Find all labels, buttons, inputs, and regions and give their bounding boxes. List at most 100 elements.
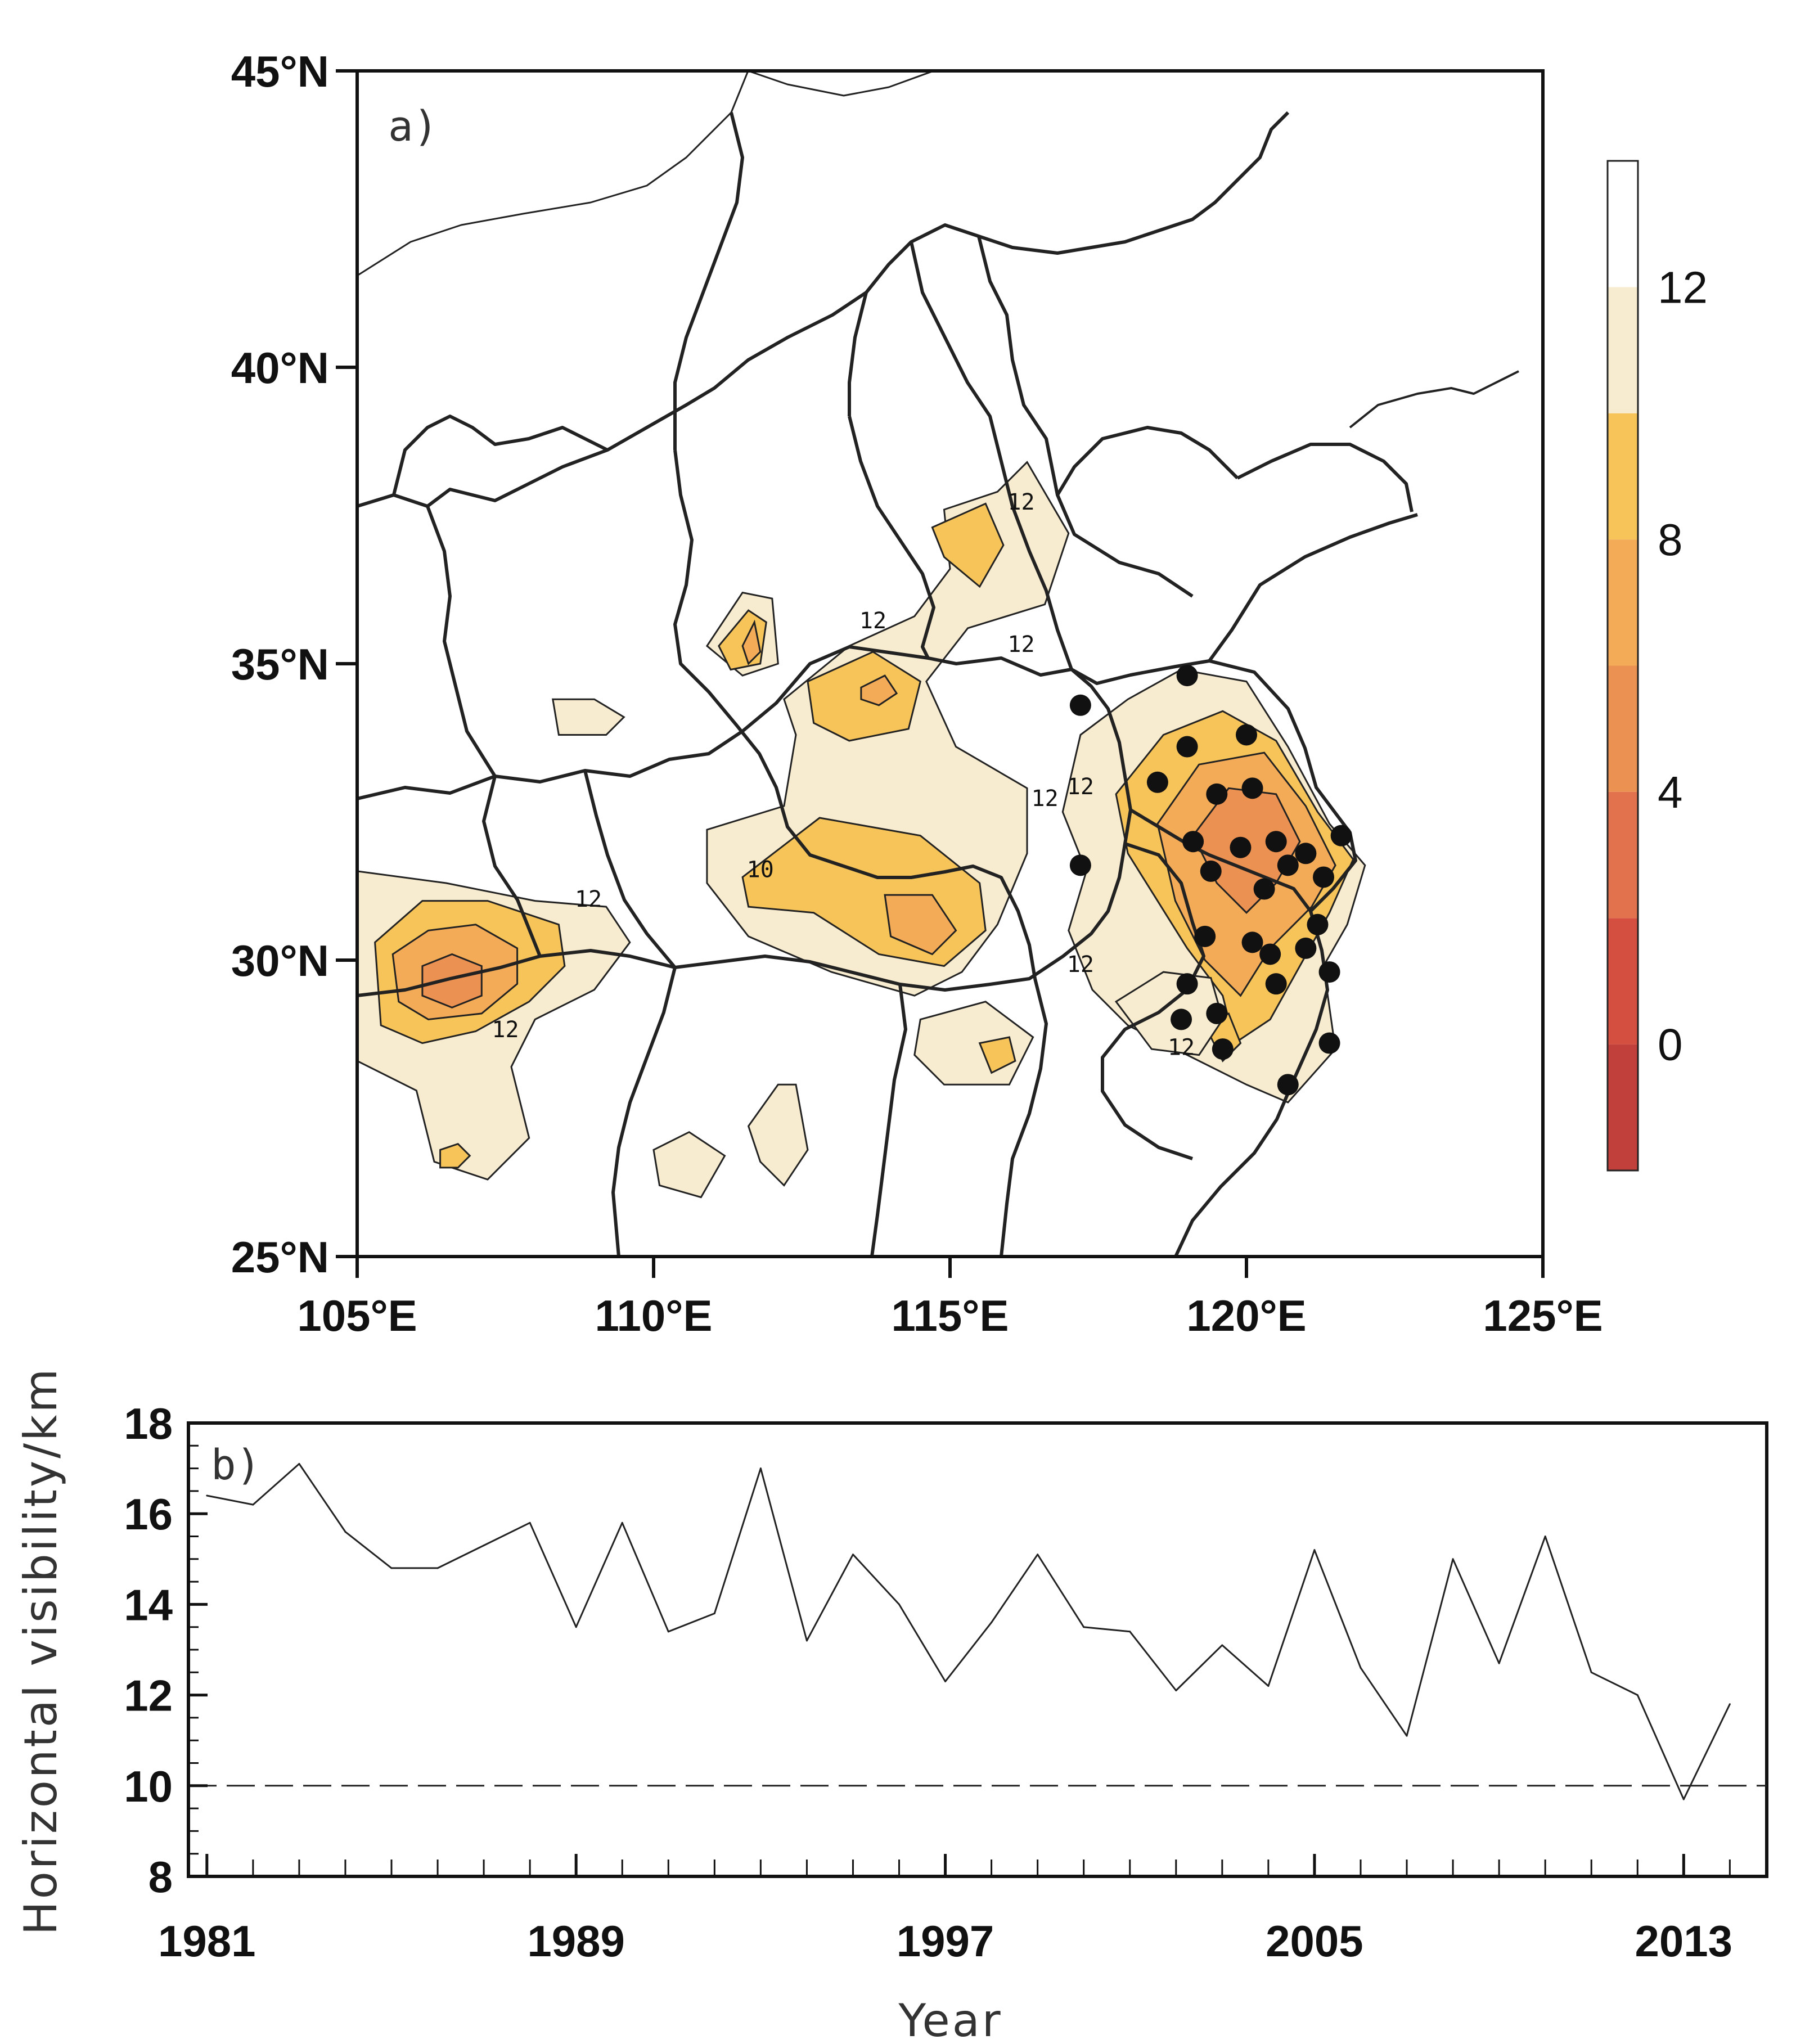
contour-label: 12 — [1067, 952, 1094, 978]
data-point — [759, 1467, 762, 1470]
data-point — [805, 1640, 808, 1642]
province-border — [1070, 668, 1312, 912]
data-point — [390, 1567, 393, 1569]
x-axis: 1981 1989 1997 2005 2013 — [158, 1854, 1732, 1966]
data-point — [944, 1680, 947, 1682]
plot-frame — [187, 1421, 1768, 1878]
y-tick-label: 45°N — [231, 47, 329, 96]
map-y-axis: 25°N 30°N 35°N 40°N 45°N — [231, 47, 357, 1282]
visibility-contour-fills — [357, 461, 1366, 1199]
data-point — [1037, 1554, 1039, 1556]
colorbar-frame — [1606, 160, 1639, 1172]
contour-region-c-8-10 — [931, 502, 1005, 588]
y-axis: 8 10 12 14 16 18 — [124, 1399, 208, 1902]
series-line — [206, 1463, 1731, 1800]
x-tick-label: 1997 — [897, 1916, 994, 1966]
y-tick-label: 40°N — [231, 343, 329, 393]
contour-region-c-6-8 — [741, 619, 762, 665]
data-point — [1590, 1671, 1592, 1673]
data-point — [436, 1567, 439, 1569]
coastline-north — [1056, 426, 1418, 662]
contour-label: 12 — [1007, 489, 1034, 515]
data-point — [344, 1530, 346, 1533]
contour-labels: 12 12 12 12 10 12 12 12 12 12 — [492, 489, 1195, 1061]
data-point — [1175, 1690, 1177, 1692]
data-point — [621, 1521, 623, 1524]
data-point — [898, 1603, 901, 1605]
data-point — [529, 1521, 531, 1524]
contour-label: 12 — [1168, 1035, 1195, 1061]
x-tick-label: 2013 — [1635, 1916, 1733, 1966]
station-dot — [1318, 1032, 1340, 1054]
colorbar-segment — [1608, 1044, 1638, 1170]
panel-label-b: b) — [211, 1441, 261, 1489]
station-dot — [1277, 854, 1299, 876]
data-point — [1221, 1644, 1223, 1646]
data-point — [1452, 1558, 1454, 1560]
y-axis-title: Horizontal visibility/km — [15, 1367, 67, 1935]
data-point — [1313, 1549, 1316, 1551]
data-point — [575, 1626, 577, 1628]
station-dot — [1330, 825, 1352, 847]
time-series-panel: b) 8 10 12 14 16 18 1981 1989 1997 2005 2013 Year… — [15, 1367, 1768, 2044]
province-border — [357, 809, 1132, 997]
x-tick-label: 2005 — [1266, 1916, 1363, 1966]
y-tick-label: 12 — [124, 1671, 173, 1721]
contour-region-c-6-8 — [860, 674, 898, 706]
y-tick-label: 16 — [124, 1489, 173, 1539]
province-border — [357, 111, 1290, 508]
province-border — [910, 236, 1073, 670]
contour-region-c-10-12 — [652, 1131, 726, 1199]
station-dot — [1277, 1074, 1299, 1096]
series-points — [206, 1463, 1731, 1800]
station-dot — [1265, 973, 1287, 995]
y-tick-label: 25°N — [231, 1232, 329, 1282]
colorbar: 0 4 8 12 — [1606, 160, 1708, 1172]
contour-region-c-6-8 — [884, 894, 957, 956]
contour-label: 12 — [1007, 632, 1034, 658]
y-tick-label: 8 — [148, 1852, 173, 1902]
station-dot — [1206, 783, 1228, 805]
colorbar-segment — [1608, 161, 1638, 287]
y-tick-label: 18 — [124, 1399, 173, 1448]
station-dot — [1295, 937, 1317, 959]
colorbar-segment — [1608, 918, 1638, 1044]
station-dot — [1182, 831, 1204, 853]
island-coast — [1349, 370, 1519, 429]
data-point — [252, 1503, 254, 1506]
x-tick-label: 120°E — [1186, 1291, 1306, 1340]
panel-label-a: a) — [388, 102, 438, 151]
station-dot — [1069, 694, 1091, 716]
colorbar-segment — [1608, 665, 1638, 792]
colorbar-tick-label: 4 — [1658, 767, 1683, 817]
data-point — [991, 1622, 993, 1624]
map-x-axis: 105°E 110°E 115°E 120°E 125°E — [297, 1257, 1603, 1340]
station-dot — [1194, 925, 1216, 947]
x-tick-label: 1989 — [527, 1916, 625, 1966]
data-point — [1682, 1798, 1685, 1800]
colorbar-segment — [1608, 413, 1638, 540]
contour-region-c-4-6 — [421, 953, 483, 1009]
station-dot — [1307, 913, 1329, 935]
station-dot — [1069, 854, 1091, 876]
station-dot — [1206, 1002, 1228, 1024]
data-point — [1267, 1685, 1270, 1687]
contour-region-c-10-12 — [747, 1083, 809, 1187]
data-point — [483, 1545, 485, 1547]
colorbar-tick-label: 8 — [1658, 515, 1683, 565]
data-point — [713, 1613, 715, 1615]
contour-label: 12 — [492, 1017, 519, 1043]
station-dot — [1212, 1038, 1234, 1060]
station-dot — [1176, 736, 1198, 758]
province-border — [426, 505, 542, 957]
province-border — [870, 978, 1048, 1257]
colorbar-tick-label: 0 — [1658, 1020, 1683, 1070]
station-dot — [1295, 843, 1317, 865]
station-dot — [1200, 860, 1222, 882]
y-tick-label: 14 — [124, 1580, 173, 1629]
contour-label: 12 — [1032, 786, 1059, 812]
station-dot — [1176, 665, 1198, 687]
contour-label: 12 — [575, 886, 602, 912]
